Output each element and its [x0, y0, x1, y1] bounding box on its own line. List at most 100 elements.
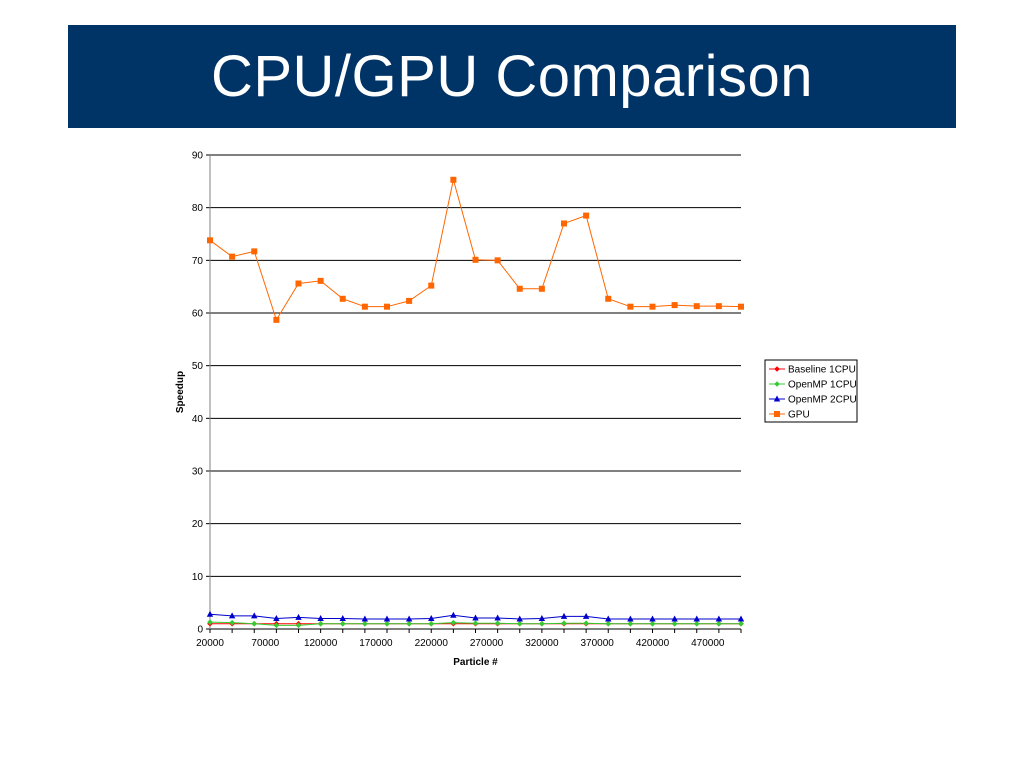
- data-point: [738, 303, 744, 310]
- data-point: [428, 614, 435, 621]
- data-point: [738, 620, 744, 627]
- data-point: [605, 295, 612, 302]
- y-axis-label: Speedup: [175, 371, 186, 413]
- data-point: [671, 615, 678, 622]
- y-tick-label: 30: [192, 467, 204, 478]
- data-point: [406, 297, 413, 304]
- y-tick-label: 20: [192, 519, 204, 530]
- data-point: [206, 610, 214, 617]
- data-point: [582, 612, 590, 619]
- data-point: [583, 620, 589, 627]
- x-tick-label: 20000: [196, 638, 224, 649]
- data-point: [229, 619, 235, 626]
- data-point: [295, 622, 302, 629]
- data-point: [516, 620, 523, 627]
- series-line-3: [209, 179, 742, 322]
- data-point: [605, 615, 612, 622]
- data-point: [251, 612, 258, 619]
- x-tick-label: 120000: [304, 638, 338, 649]
- data-point: [273, 316, 280, 323]
- data-point: [693, 303, 700, 310]
- data-point: [627, 615, 634, 622]
- data-point: [405, 615, 413, 622]
- x-tick-label: 420000: [636, 638, 670, 649]
- data-point: [605, 620, 612, 627]
- data-point: [339, 620, 346, 627]
- x-tick-label: 320000: [525, 638, 559, 649]
- data-point: [251, 248, 258, 255]
- legend-swatch-marker: [774, 381, 780, 387]
- data-point: [472, 256, 479, 263]
- data-point: [538, 285, 545, 292]
- data-point: [450, 176, 457, 183]
- x-axis-label: Particle #: [453, 657, 498, 668]
- data-point: [384, 620, 390, 627]
- data-point: [583, 212, 590, 219]
- slide-title: CPU/GPU Comparison: [210, 43, 814, 109]
- data-point: [450, 619, 457, 626]
- data-point: [207, 237, 213, 244]
- legend-entry-label: OpenMP 2CPU: [788, 395, 857, 406]
- y-tick-label: 50: [192, 361, 204, 372]
- data-point: [693, 615, 700, 622]
- data-point: [383, 615, 391, 622]
- x-tick-label: 170000: [359, 638, 393, 649]
- data-point: [229, 253, 236, 260]
- legend-entry-label: OpenMP 1CPU: [788, 380, 857, 391]
- data-point: [516, 285, 523, 292]
- legend-swatch-marker: [774, 366, 780, 372]
- legend-entry-label: GPU: [788, 410, 810, 421]
- data-point: [737, 615, 745, 622]
- data-point: [472, 614, 479, 621]
- data-point: [671, 620, 678, 627]
- data-point: [361, 615, 369, 622]
- data-point: [317, 614, 324, 621]
- data-point: [317, 277, 324, 284]
- data-point: [561, 620, 567, 627]
- data-point: [715, 303, 722, 310]
- data-point: [649, 303, 656, 310]
- y-tick-label: 0: [197, 625, 203, 636]
- data-point: [494, 620, 501, 627]
- y-tick-label: 80: [192, 203, 204, 214]
- data-point: [716, 620, 722, 627]
- y-tick-label: 90: [192, 151, 204, 162]
- data-point: [627, 303, 634, 310]
- data-point: [693, 620, 700, 627]
- data-point: [251, 620, 258, 627]
- data-point: [228, 612, 236, 619]
- x-tick-label: 70000: [251, 638, 279, 649]
- data-point: [362, 620, 368, 627]
- y-tick-label: 10: [192, 572, 204, 583]
- slide-title-bar: CPU/GPU Comparison: [68, 25, 956, 128]
- x-tick-label: 370000: [581, 638, 615, 649]
- data-point: [339, 614, 346, 621]
- x-tick-label: 270000: [470, 638, 504, 649]
- data-point: [538, 614, 546, 621]
- legend-box: [764, 359, 858, 423]
- data-point: [561, 220, 567, 227]
- data-point: [450, 611, 457, 618]
- data-point: [494, 614, 501, 621]
- data-point: [560, 612, 568, 619]
- data-point: [384, 303, 390, 310]
- data-point: [715, 615, 723, 622]
- data-point: [428, 620, 435, 627]
- data-point: [649, 615, 656, 622]
- data-point: [207, 619, 213, 625]
- data-point: [428, 282, 435, 289]
- data-point: [539, 620, 545, 627]
- data-point: [671, 302, 678, 309]
- legend-swatch-marker: [773, 395, 781, 402]
- x-tick-label: 220000: [415, 638, 449, 649]
- data-point: [339, 295, 346, 302]
- y-tick-label: 70: [192, 256, 204, 267]
- data-point: [406, 620, 412, 627]
- legend-swatch-marker: [774, 411, 780, 417]
- data-point: [361, 303, 368, 310]
- data-point: [649, 620, 656, 627]
- data-point: [295, 613, 302, 620]
- x-tick-label: 470000: [691, 638, 725, 649]
- data-point: [494, 257, 501, 264]
